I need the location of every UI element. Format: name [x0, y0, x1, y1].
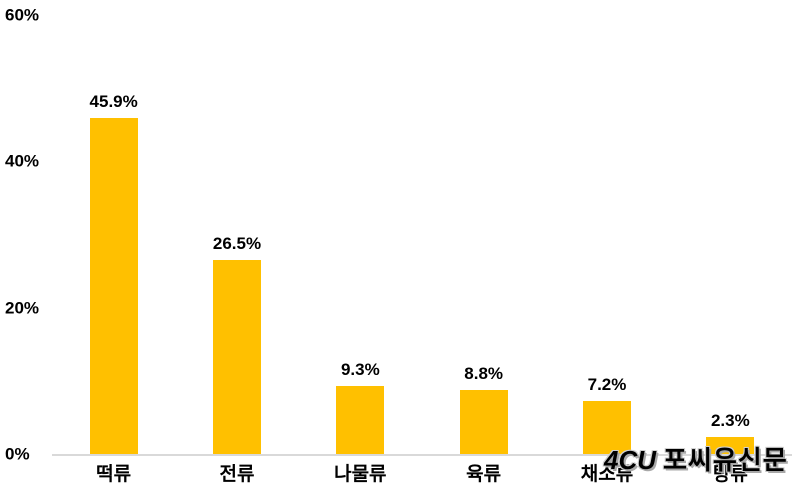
watermark-logo: 4CU — [604, 445, 657, 475]
bar — [89, 117, 138, 454]
bar — [459, 389, 508, 454]
value-label: 45.9% — [89, 91, 138, 111]
value-label: 2.3% — [710, 411, 750, 431]
y-axis-tick-label: 0% — [5, 444, 30, 464]
bar — [706, 437, 755, 454]
bar — [336, 385, 385, 454]
watermark: 4CU 포씨유신문 — [604, 446, 788, 475]
y-axis-tick-label: 20% — [5, 298, 40, 317]
category-label: 나물류 — [334, 464, 387, 485]
category-label: 채소류 — [580, 464, 634, 485]
value-label: 9.3% — [340, 359, 380, 379]
value-label: 8.8% — [464, 363, 504, 383]
value-label: 7.2% — [587, 375, 627, 395]
category-label: 떡류 — [96, 464, 132, 485]
bar — [213, 259, 261, 454]
x-axis-line — [52, 454, 792, 456]
y-axis-tick-label: 60% — [5, 5, 40, 24]
bar — [583, 401, 631, 454]
category-label: 탕류 — [712, 464, 748, 485]
value-label: 26.5% — [212, 233, 262, 253]
category-label: 육류 — [466, 464, 502, 485]
y-axis-tick-label: 40% — [5, 151, 40, 171]
watermark-text: 포씨유신문 — [663, 445, 788, 475]
category-label: 전류 — [219, 464, 255, 485]
